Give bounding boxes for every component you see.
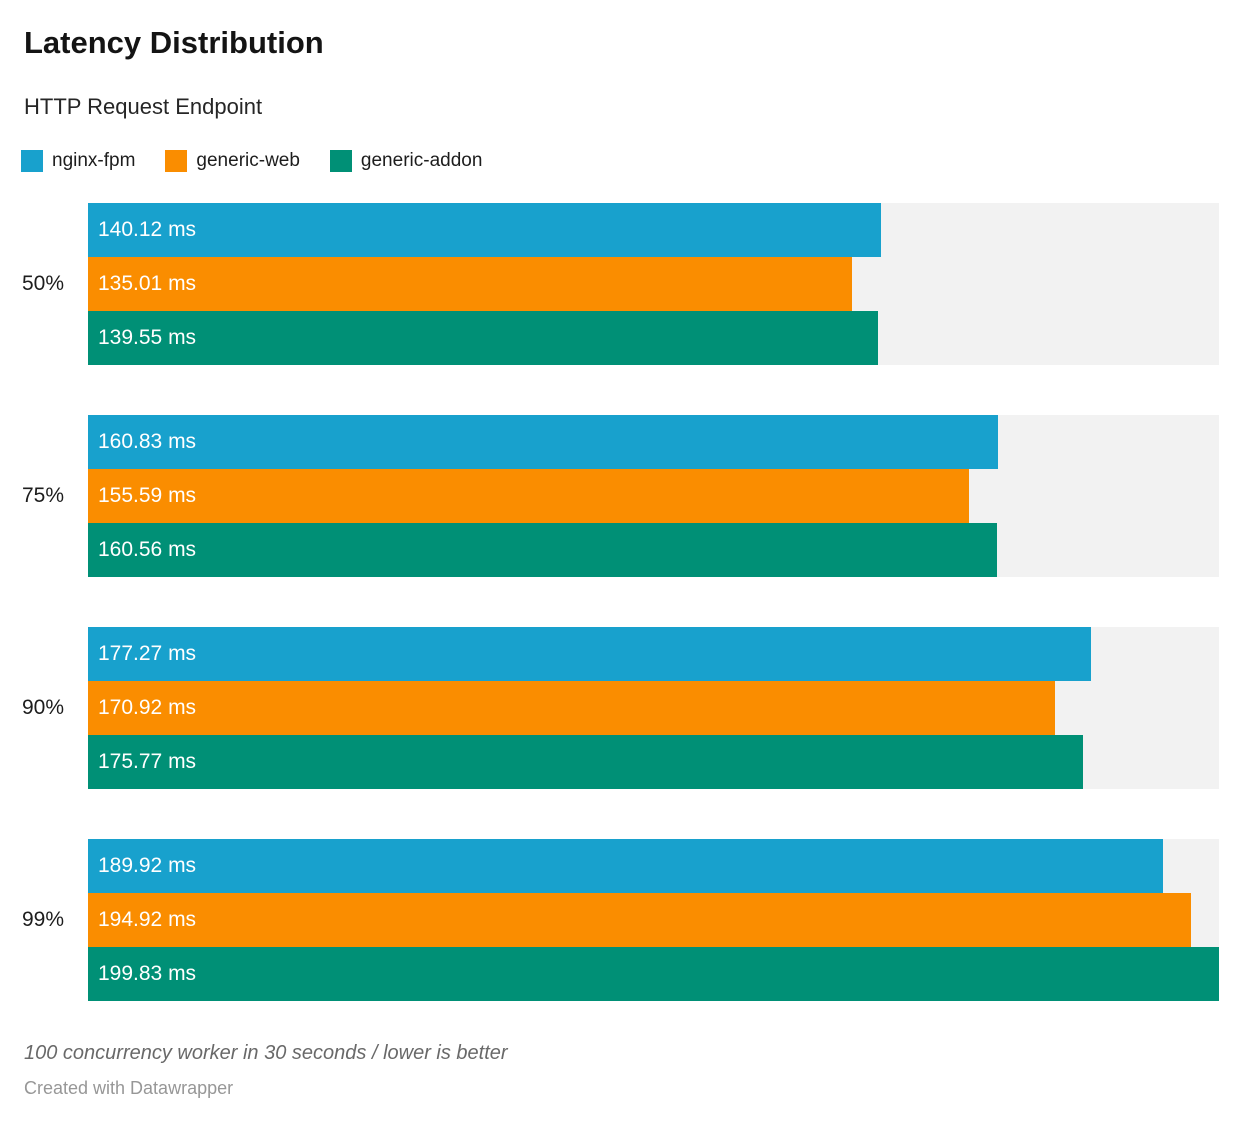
bar-value-label: 155.59 ms: [98, 484, 197, 507]
bar-value-label: 160.56 ms: [98, 538, 197, 561]
bar-generic-addon-50%: 139.55 ms: [88, 311, 878, 365]
category-label: 75%: [21, 484, 64, 507]
legend-swatch-icon: [165, 150, 188, 172]
bar-value-label: 199.83 ms: [98, 962, 197, 985]
datawrapper-attribution: Created with Datawrapper: [24, 1078, 234, 1098]
legend-swatch-icon: [329, 150, 352, 172]
bar-value-label: 177.27 ms: [98, 642, 197, 665]
bar-value-label: 140.12 ms: [98, 218, 197, 241]
chart-subtitle: HTTP Request Endpoint: [24, 94, 263, 119]
bar-group-75%: 75% 160.83 ms 155.59 ms 160.56 ms: [0, 415, 1219, 577]
bar-group-50%: 50% 140.12 ms 135.01 ms 139.55 ms: [0, 203, 1219, 365]
bar-track: 177.27 ms 170.92 ms 175.77 ms: [88, 627, 1219, 789]
bar-group-90%: 90% 177.27 ms 170.92 ms 175.77 ms: [0, 627, 1219, 789]
bar-value-label: 170.92 ms: [98, 696, 197, 719]
category-label: 90%: [21, 696, 64, 719]
category-label: 99%: [21, 908, 64, 931]
legend-swatch-icon: [21, 150, 43, 172]
legend-label: generic-addon: [360, 150, 483, 171]
bar-value-label: 139.55 ms: [98, 326, 197, 349]
bar-track: 189.92 ms 194.92 ms 199.83 ms: [88, 839, 1219, 1001]
legend-label: nginx-fpm: [52, 150, 136, 171]
bar-nginx-fpm-99%: 189.92 ms: [88, 839, 1163, 893]
bar-track: 140.12 ms 135.01 ms 139.55 ms: [88, 203, 1219, 365]
chart-title: Latency Distribution: [24, 25, 324, 60]
bar-chart: 50% 140.12 ms 135.01 ms 139.55 ms 75% 160.83 …: [0, 203, 1219, 1001]
bar-value-label: 160.83 ms: [98, 430, 197, 453]
bar-value-label: 175.77 ms: [98, 750, 197, 773]
bar-value-label: 135.01 ms: [98, 272, 197, 295]
legend: nginx-fpm generic-web generic-addon: [21, 150, 1240, 172]
bar-generic-web-75%: 155.59 ms: [88, 469, 969, 523]
legend-item-generic-web: generic-web: [165, 150, 300, 172]
bar-track: 160.83 ms 155.59 ms 160.56 ms: [88, 415, 1219, 577]
chart-note: 100 concurrency worker in 30 seconds / l…: [24, 1042, 508, 1064]
bar-group-99%: 99% 189.92 ms 194.92 ms 199.83 ms: [0, 839, 1219, 1001]
legend-label: generic-web: [196, 150, 300, 171]
bar-generic-addon-99%: 199.83 ms: [88, 947, 1219, 1001]
bar-generic-web-50%: 135.01 ms: [88, 257, 853, 311]
bar-nginx-fpm-75%: 160.83 ms: [88, 415, 999, 469]
bar-nginx-fpm-90%: 177.27 ms: [88, 627, 1092, 681]
bar-nginx-fpm-50%: 140.12 ms: [88, 203, 882, 257]
legend-item-nginx-fpm: nginx-fpm: [21, 150, 135, 172]
category-label: 50%: [21, 272, 64, 295]
legend-item-generic-addon: generic-addon: [329, 150, 483, 172]
bar-value-label: 194.92 ms: [98, 908, 197, 931]
bar-value-label: 189.92 ms: [98, 854, 197, 877]
bar-generic-addon-90%: 175.77 ms: [88, 735, 1083, 789]
bar-generic-web-99%: 194.92 ms: [88, 893, 1192, 947]
bar-generic-addon-75%: 160.56 ms: [88, 523, 997, 577]
bar-generic-web-90%: 170.92 ms: [88, 681, 1056, 735]
